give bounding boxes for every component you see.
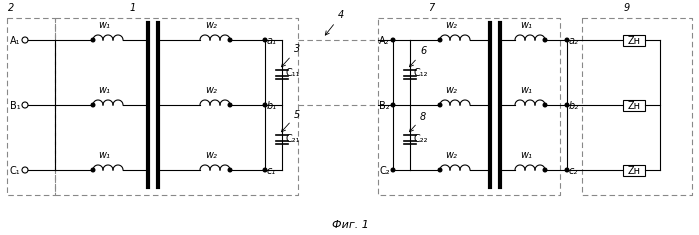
Text: w₂: w₂ — [445, 20, 457, 30]
Text: w₁: w₁ — [520, 150, 532, 160]
Text: a₁: a₁ — [267, 36, 277, 46]
Text: 7: 7 — [428, 3, 434, 13]
Bar — [623, 164, 645, 176]
Bar — [623, 35, 645, 46]
Text: w₂: w₂ — [205, 20, 217, 30]
Text: a₂: a₂ — [569, 36, 579, 46]
Circle shape — [391, 38, 395, 42]
Text: w₁: w₁ — [98, 85, 110, 95]
Text: b₁: b₁ — [267, 101, 277, 111]
Circle shape — [565, 38, 569, 42]
Circle shape — [438, 103, 442, 107]
Circle shape — [228, 38, 232, 42]
Text: w₂: w₂ — [205, 150, 217, 160]
Circle shape — [543, 38, 547, 42]
Text: w₁: w₁ — [520, 20, 532, 30]
Text: 8: 8 — [410, 111, 426, 132]
Text: w₁: w₁ — [98, 20, 110, 30]
Text: B₁: B₁ — [10, 101, 21, 111]
Text: 1: 1 — [130, 3, 136, 13]
Circle shape — [91, 168, 95, 172]
Circle shape — [391, 168, 395, 172]
Text: 4: 4 — [325, 10, 344, 35]
Text: Zн: Zн — [628, 101, 640, 111]
Text: 2: 2 — [8, 3, 14, 13]
Circle shape — [228, 103, 232, 107]
Circle shape — [91, 103, 95, 107]
Text: w₁: w₁ — [520, 85, 532, 95]
Text: C₂₂: C₂₂ — [414, 133, 428, 144]
Circle shape — [91, 38, 95, 42]
Circle shape — [391, 103, 395, 107]
Circle shape — [264, 103, 267, 107]
Text: 6: 6 — [410, 47, 426, 67]
Text: w₂: w₂ — [445, 85, 457, 95]
Text: c₁: c₁ — [267, 166, 276, 176]
Text: C₂: C₂ — [379, 166, 389, 176]
Text: Zн: Zн — [628, 166, 640, 176]
Circle shape — [438, 168, 442, 172]
Text: B₂: B₂ — [379, 101, 389, 111]
Text: C₁₂: C₁₂ — [414, 68, 428, 78]
Text: C₁: C₁ — [10, 166, 21, 176]
Text: c₂: c₂ — [569, 166, 578, 176]
Text: A₁: A₁ — [10, 36, 20, 46]
Text: 3: 3 — [282, 44, 301, 67]
Bar — [623, 99, 645, 110]
Text: Фиг. 1: Фиг. 1 — [331, 220, 368, 230]
Text: w₁: w₁ — [98, 150, 110, 160]
Text: C₁₁: C₁₁ — [286, 68, 301, 78]
Circle shape — [543, 103, 547, 107]
Text: w₂: w₂ — [205, 85, 217, 95]
Circle shape — [264, 168, 267, 172]
Circle shape — [438, 38, 442, 42]
Text: Zн: Zн — [628, 36, 640, 46]
Circle shape — [264, 38, 267, 42]
Circle shape — [565, 168, 569, 172]
Text: 9: 9 — [624, 3, 630, 13]
Circle shape — [228, 168, 232, 172]
Text: A₂: A₂ — [379, 36, 389, 46]
Text: b₂: b₂ — [569, 101, 579, 111]
Circle shape — [543, 168, 547, 172]
Text: 5: 5 — [282, 110, 301, 132]
Circle shape — [565, 103, 569, 107]
Text: w₂: w₂ — [445, 150, 457, 160]
Text: C₂₁: C₂₁ — [286, 133, 301, 144]
